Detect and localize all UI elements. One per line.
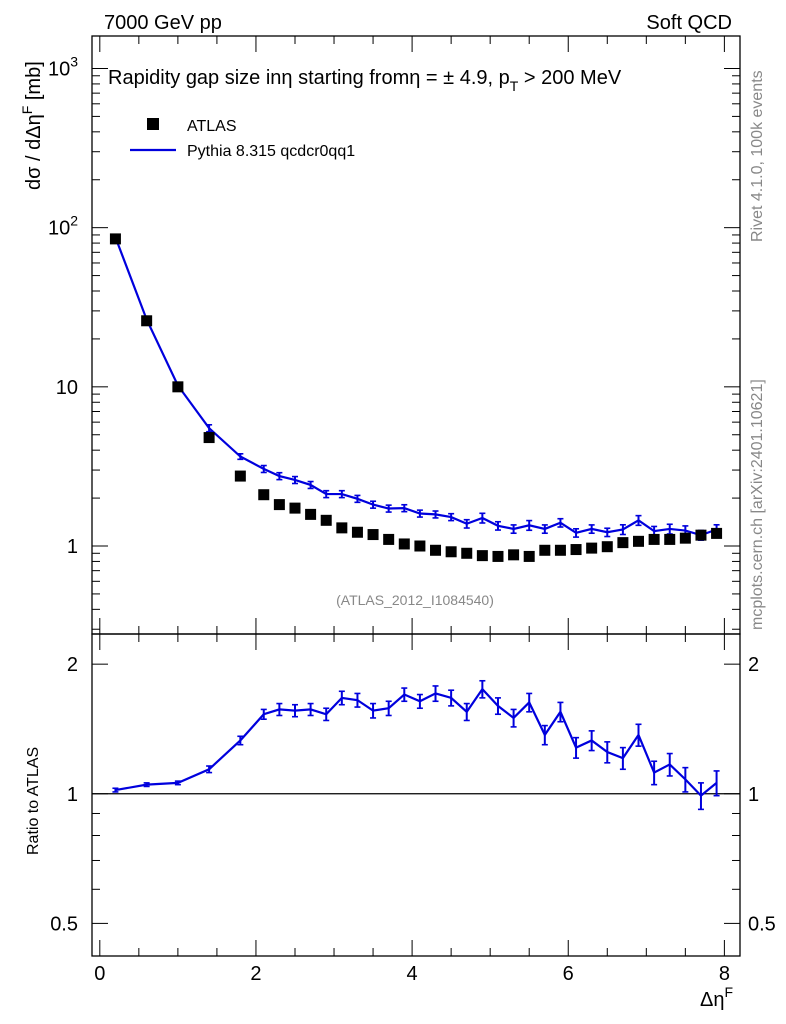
- ratio-y-tick-label: 0.5: [50, 913, 78, 935]
- atlas-data-point: [305, 508, 317, 520]
- mc-series-ratio: [112, 679, 720, 811]
- legend-mc-label: Pythia 8.315 qcdcr0qq1: [187, 143, 355, 160]
- ratio-y-tick-label: 1: [67, 784, 78, 806]
- atlas-series-main: [109, 233, 723, 562]
- atlas-data-point: [273, 499, 285, 511]
- atlas-data-point: [430, 544, 442, 556]
- main-y-tick-label: 1: [67, 536, 78, 558]
- atlas-data-point: [414, 540, 426, 552]
- atlas-data-point: [203, 432, 215, 444]
- analysis-id: (ATLAS_2012_I1084540): [336, 592, 494, 608]
- atlas-data-point: [570, 544, 582, 556]
- main-y-axis-label: dσ / dΔηF [mb]: [19, 61, 45, 190]
- mc-curve-main: [114, 236, 717, 537]
- ratio-y-tick-label-right: 1: [748, 784, 759, 806]
- atlas-data-point: [601, 541, 613, 553]
- x-tick-label: 8: [719, 963, 730, 985]
- ratio-panel-frame: [91, 633, 741, 957]
- x-tick-label: 4: [407, 963, 418, 985]
- ratio-axis-ticks: 0.5 0.5 1 1 2 2: [50, 654, 776, 935]
- x-tick-label: 0: [94, 963, 105, 985]
- atlas-data-point: [523, 550, 535, 562]
- atlas-data-point: [367, 529, 379, 541]
- atlas-data-point: [554, 544, 566, 556]
- x-tick-label: 2: [250, 963, 261, 985]
- atlas-data-point: [664, 533, 676, 545]
- ratio-y-tick-label: 2: [67, 654, 78, 676]
- atlas-data-point: [234, 470, 246, 482]
- mcplots-credit: mcplots.cern.ch [arXiv:2401.10621]: [749, 379, 766, 630]
- ratio-y-axis-label: Ratio to ATLAS: [25, 747, 42, 855]
- plot-title: Rapidity gap size inη starting fromη = ±…: [108, 67, 622, 94]
- main-axis-ticks: 1 10 102 103: [48, 53, 740, 630]
- atlas-data-point: [695, 529, 707, 541]
- atlas-data-point: [508, 549, 520, 561]
- atlas-data-point: [351, 526, 363, 538]
- atlas-data-point: [648, 533, 660, 545]
- main-y-tick-label: 102: [48, 213, 78, 240]
- x-axis-ticks: 0 2 4 6 8: [94, 36, 730, 985]
- main-y-tick-label: 103: [48, 53, 78, 80]
- atlas-data-point: [336, 522, 348, 534]
- atlas-data-point: [492, 550, 504, 562]
- atlas-data-point: [679, 532, 691, 544]
- atlas-data-point: [476, 550, 488, 562]
- atlas-data-point: [539, 544, 551, 556]
- atlas-data-point: [398, 538, 410, 550]
- atlas-data-point: [617, 537, 629, 549]
- atlas-data-point: [172, 381, 184, 393]
- atlas-data-point: [383, 533, 395, 545]
- atlas-data-point: [633, 535, 645, 547]
- x-axis-label: ΔηF: [700, 984, 733, 1011]
- header-left: 7000 GeV pp: [104, 12, 222, 34]
- rivet-version: Rivet 4.1.0, 100k events: [749, 70, 766, 242]
- atlas-data-point: [461, 547, 473, 559]
- atlas-data-point: [320, 514, 332, 526]
- atlas-data-point: [711, 527, 723, 539]
- ratio-y-tick-label-right: 2: [748, 654, 759, 676]
- header-right: Soft QCD: [646, 12, 732, 34]
- main-y-tick-label: 10: [56, 377, 78, 399]
- atlas-data-point: [109, 233, 121, 245]
- atlas-data-point: [141, 315, 153, 327]
- atlas-data-point: [258, 489, 270, 501]
- atlas-data-point: [445, 546, 457, 558]
- legend-data-label: ATLAS: [187, 118, 237, 135]
- legend-data-marker: [147, 118, 159, 130]
- x-tick-label: 6: [563, 963, 574, 985]
- ratio-y-tick-label-right: 0.5: [748, 913, 776, 935]
- mc-curve-ratio: [115, 687, 718, 798]
- atlas-data-point: [586, 542, 598, 554]
- atlas-data-point: [289, 502, 301, 514]
- mc-series-main: [114, 236, 720, 541]
